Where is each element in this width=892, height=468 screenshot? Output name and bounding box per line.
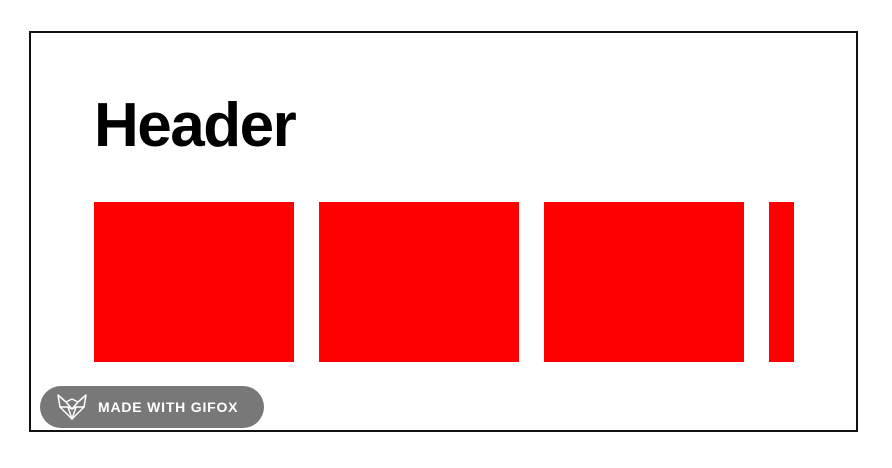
red-box-2 bbox=[319, 202, 519, 362]
page-header: Header bbox=[94, 91, 297, 160]
red-box-strip bbox=[94, 202, 794, 362]
red-box-1 bbox=[94, 202, 294, 362]
red-box-4 bbox=[769, 202, 794, 362]
badge-label: MADE WITH GIFOX bbox=[98, 399, 239, 415]
red-box-3 bbox=[544, 202, 744, 362]
fox-icon bbox=[57, 394, 87, 420]
made-with-gifox-badge[interactable]: MADE WITH GIFOX bbox=[40, 386, 264, 428]
